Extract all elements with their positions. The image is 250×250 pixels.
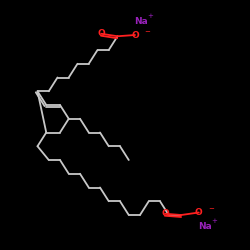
Text: +: + (147, 13, 153, 19)
Text: +: + (211, 218, 217, 224)
Text: Na: Na (198, 222, 212, 231)
Text: −: − (144, 29, 150, 35)
Text: O: O (195, 208, 202, 217)
Text: −: − (208, 206, 214, 212)
Text: O: O (161, 209, 169, 218)
Text: O: O (98, 29, 105, 38)
Text: O: O (131, 30, 139, 40)
Text: Na: Na (134, 17, 148, 26)
